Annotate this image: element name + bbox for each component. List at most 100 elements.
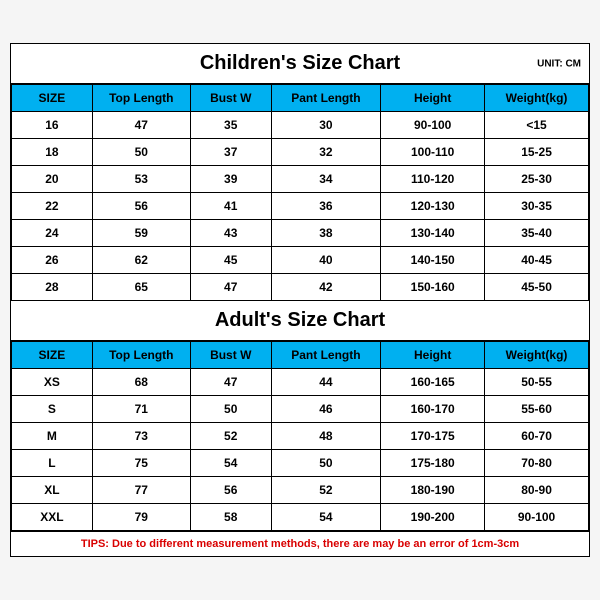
children-title-bar: Children's Size Chart UNIT: CM bbox=[11, 44, 589, 84]
table-row: XL775652180-19080-90 bbox=[12, 477, 589, 504]
table-cell: 120-130 bbox=[381, 193, 485, 220]
table-row: 18503732100-11015-25 bbox=[12, 139, 589, 166]
table-cell: 50 bbox=[271, 450, 381, 477]
table-cell: 73 bbox=[92, 423, 190, 450]
table-cell: 39 bbox=[190, 166, 271, 193]
table-cell: 44 bbox=[271, 369, 381, 396]
table-cell: 40-45 bbox=[485, 247, 589, 274]
table-cell: 160-170 bbox=[381, 396, 485, 423]
table-cell: 46 bbox=[271, 396, 381, 423]
table-cell: 45-50 bbox=[485, 274, 589, 301]
table-cell: 90-100 bbox=[381, 112, 485, 139]
table-cell: 140-150 bbox=[381, 247, 485, 274]
children-title: Children's Size Chart bbox=[200, 52, 400, 74]
table-cell: 38 bbox=[271, 220, 381, 247]
table-cell: 68 bbox=[92, 369, 190, 396]
adult-header-row: SIZETop LengthBust WPant LengthHeightWei… bbox=[12, 342, 589, 369]
table-cell: 25-30 bbox=[485, 166, 589, 193]
table-cell: 190-200 bbox=[381, 504, 485, 531]
table-cell: XXL bbox=[12, 504, 93, 531]
column-header: Bust W bbox=[190, 342, 271, 369]
table-row: M735248170-17560-70 bbox=[12, 423, 589, 450]
table-cell: 30-35 bbox=[485, 193, 589, 220]
column-header: Top Length bbox=[92, 342, 190, 369]
table-cell: 53 bbox=[92, 166, 190, 193]
table-cell: 37 bbox=[190, 139, 271, 166]
table-cell: 34 bbox=[271, 166, 381, 193]
table-cell: 52 bbox=[190, 423, 271, 450]
table-cell: 28 bbox=[12, 274, 93, 301]
children-table: SIZETop LengthBust WPant LengthHeightWei… bbox=[11, 84, 589, 301]
table-cell: 52 bbox=[271, 477, 381, 504]
column-header: Top Length bbox=[92, 85, 190, 112]
table-cell: 59 bbox=[92, 220, 190, 247]
table-cell: 56 bbox=[92, 193, 190, 220]
table-cell: 62 bbox=[92, 247, 190, 274]
tips-footer: TIPS: Due to different measurement metho… bbox=[11, 531, 589, 556]
column-header: Height bbox=[381, 85, 485, 112]
table-cell: 45 bbox=[190, 247, 271, 274]
table-cell: 26 bbox=[12, 247, 93, 274]
size-chart-page: Children's Size Chart UNIT: CM SIZETop L… bbox=[10, 43, 590, 557]
column-header: SIZE bbox=[12, 85, 93, 112]
table-cell: 50 bbox=[190, 396, 271, 423]
table-cell: 65 bbox=[92, 274, 190, 301]
table-cell: 55-60 bbox=[485, 396, 589, 423]
table-row: XS684744160-16550-55 bbox=[12, 369, 589, 396]
column-header: Height bbox=[381, 342, 485, 369]
adult-table: SIZETop LengthBust WPant LengthHeightWei… bbox=[11, 341, 589, 531]
table-cell: 150-160 bbox=[381, 274, 485, 301]
table-cell: 80-90 bbox=[485, 477, 589, 504]
table-cell: 35 bbox=[190, 112, 271, 139]
table-cell: 35-40 bbox=[485, 220, 589, 247]
table-cell: 180-190 bbox=[381, 477, 485, 504]
table-cell: 42 bbox=[271, 274, 381, 301]
table-cell: 170-175 bbox=[381, 423, 485, 450]
table-row: 28654742150-16045-50 bbox=[12, 274, 589, 301]
table-cell: 18 bbox=[12, 139, 93, 166]
table-cell: 47 bbox=[190, 369, 271, 396]
table-row: 22564136120-13030-35 bbox=[12, 193, 589, 220]
table-cell: L bbox=[12, 450, 93, 477]
table-row: L755450175-18070-80 bbox=[12, 450, 589, 477]
table-cell: 43 bbox=[190, 220, 271, 247]
table-row: 26624540140-15040-45 bbox=[12, 247, 589, 274]
table-cell: 20 bbox=[12, 166, 93, 193]
adult-title-bar: Adult's Size Chart bbox=[11, 301, 589, 341]
table-cell: 71 bbox=[92, 396, 190, 423]
adult-body: XS684744160-16550-55S715046160-17055-60M… bbox=[12, 369, 589, 531]
column-header: SIZE bbox=[12, 342, 93, 369]
table-cell: 16 bbox=[12, 112, 93, 139]
table-cell: 58 bbox=[190, 504, 271, 531]
table-row: S715046160-17055-60 bbox=[12, 396, 589, 423]
table-cell: 110-120 bbox=[381, 166, 485, 193]
table-cell: S bbox=[12, 396, 93, 423]
column-header: Pant Length bbox=[271, 342, 381, 369]
table-cell: 24 bbox=[12, 220, 93, 247]
table-cell: 50 bbox=[92, 139, 190, 166]
table-cell: 50-55 bbox=[485, 369, 589, 396]
table-row: 1647353090-100<15 bbox=[12, 112, 589, 139]
table-cell: 175-180 bbox=[381, 450, 485, 477]
table-cell: 54 bbox=[271, 504, 381, 531]
table-cell: 41 bbox=[190, 193, 271, 220]
children-header-row: SIZETop LengthBust WPant LengthHeightWei… bbox=[12, 85, 589, 112]
column-header: Bust W bbox=[190, 85, 271, 112]
table-cell: M bbox=[12, 423, 93, 450]
children-body: 1647353090-100<1518503732100-11015-25205… bbox=[12, 112, 589, 301]
table-cell: 79 bbox=[92, 504, 190, 531]
table-cell: 54 bbox=[190, 450, 271, 477]
table-cell: 47 bbox=[92, 112, 190, 139]
table-cell: XL bbox=[12, 477, 93, 504]
table-cell: 90-100 bbox=[485, 504, 589, 531]
table-cell: <15 bbox=[485, 112, 589, 139]
table-cell: 56 bbox=[190, 477, 271, 504]
table-cell: 160-165 bbox=[381, 369, 485, 396]
table-row: XXL795854190-20090-100 bbox=[12, 504, 589, 531]
table-row: 20533934110-12025-30 bbox=[12, 166, 589, 193]
column-header: Pant Length bbox=[271, 85, 381, 112]
table-cell: 40 bbox=[271, 247, 381, 274]
table-cell: 130-140 bbox=[381, 220, 485, 247]
table-cell: 47 bbox=[190, 274, 271, 301]
table-row: 24594338130-14035-40 bbox=[12, 220, 589, 247]
